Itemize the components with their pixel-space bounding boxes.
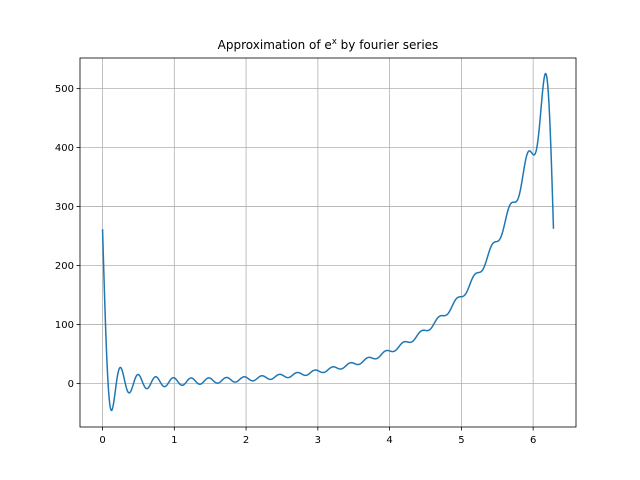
chart-title: Approximation of ex by fourier series xyxy=(218,37,439,52)
x-axis: 0 1 2 3 4 5 6 xyxy=(99,427,536,446)
y-tick-label: 200 xyxy=(55,261,74,272)
series-line xyxy=(101,72,555,412)
x-tick-label: 2 xyxy=(243,435,249,446)
x-tick-label: 5 xyxy=(458,435,464,446)
x-tick-label: 3 xyxy=(315,435,321,446)
x-tick-label: 6 xyxy=(530,435,536,446)
chart-title-main: Approximation of e xyxy=(218,38,332,52)
chart-title-superscript: x xyxy=(332,37,337,47)
y-tick-label: 500 xyxy=(55,84,74,95)
y-axis: 0 100 200 300 400 500 xyxy=(55,84,80,390)
plot-area xyxy=(101,72,555,412)
x-tick-label: 4 xyxy=(386,435,392,446)
chart-title-suffix: by fourier series xyxy=(337,38,438,52)
x-tick-label: 0 xyxy=(99,435,105,446)
x-tick-label: 1 xyxy=(171,435,177,446)
y-tick-label: 400 xyxy=(55,143,74,154)
grid-lines xyxy=(80,58,576,427)
axes-frame xyxy=(79,57,577,428)
y-tick-label: 100 xyxy=(55,320,74,331)
y-tick-label: 0 xyxy=(68,379,74,390)
y-tick-label: 300 xyxy=(55,202,74,213)
